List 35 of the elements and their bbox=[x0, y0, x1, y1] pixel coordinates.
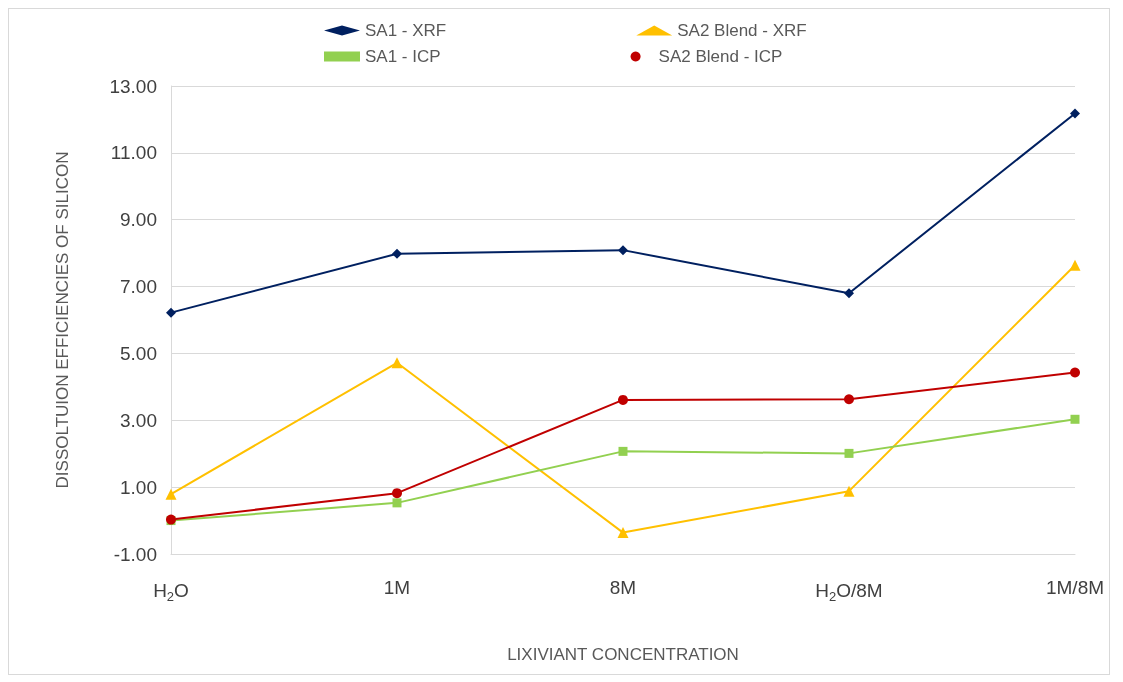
x-tick-label: 1M bbox=[383, 577, 411, 598]
point bbox=[392, 248, 402, 259]
point bbox=[844, 448, 854, 458]
point bbox=[844, 288, 854, 299]
point bbox=[165, 488, 177, 500]
point bbox=[618, 245, 628, 256]
y-tick-label: 9.00 bbox=[120, 209, 157, 231]
point bbox=[1070, 108, 1080, 119]
y-tick-label: 1.00 bbox=[120, 476, 157, 498]
point bbox=[392, 498, 402, 508]
point bbox=[1070, 367, 1080, 378]
legend-label: SA1 - XRF bbox=[365, 21, 447, 40]
point bbox=[1069, 259, 1081, 271]
y-tick-label: 3.00 bbox=[120, 409, 157, 431]
y-axis-title: DISSOLTUION EFFICIENCIES OF SILICON bbox=[53, 151, 72, 489]
point bbox=[1070, 414, 1080, 424]
y-tick-label: 11.00 bbox=[110, 142, 157, 164]
y-tick-label: -1.00 bbox=[113, 543, 157, 565]
point bbox=[843, 485, 855, 497]
point bbox=[844, 394, 854, 405]
legend-label: SA2 Blend - ICP bbox=[658, 47, 783, 66]
legend-label: SA1 - ICP bbox=[365, 47, 441, 66]
y-tick-label: 13.00 bbox=[109, 75, 157, 97]
point bbox=[618, 394, 628, 405]
x-tick-label: 1M/8M bbox=[1045, 577, 1105, 598]
y-tick-label: 5.00 bbox=[120, 342, 157, 364]
x-axis-title: LIXIVIANT CONCENTRATION bbox=[507, 645, 739, 664]
point bbox=[166, 307, 176, 318]
point bbox=[392, 488, 402, 499]
point bbox=[617, 527, 629, 539]
point bbox=[618, 446, 628, 456]
y-tick-label: 7.00 bbox=[120, 276, 157, 298]
x-tick-label: 8M bbox=[609, 577, 637, 598]
legend-label: SA2 Blend - XRF bbox=[677, 21, 807, 40]
point bbox=[391, 357, 403, 369]
